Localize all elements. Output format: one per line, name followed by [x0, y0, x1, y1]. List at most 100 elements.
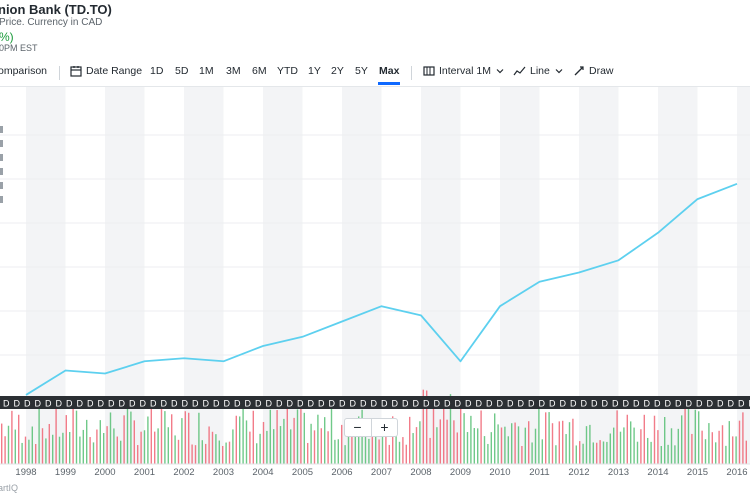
- volume-bar: [7, 425, 10, 464]
- volume-bar: [307, 442, 309, 464]
- range-ytd[interactable]: YTD: [277, 65, 298, 77]
- y-tick-fragment: [0, 154, 3, 161]
- range-1y[interactable]: 1Y: [308, 65, 321, 77]
- range-max[interactable]: Max: [379, 65, 400, 77]
- volume-bar: [419, 421, 421, 464]
- dividend-marker: D: [150, 399, 157, 409]
- dividend-marker: D: [297, 399, 304, 409]
- dividend-marker: D: [213, 399, 220, 409]
- volume-bar: [24, 436, 27, 464]
- range-6m[interactable]: 6M: [252, 65, 267, 77]
- dividend-marker: D: [381, 399, 388, 409]
- draw-button[interactable]: Draw: [573, 65, 614, 77]
- volume-bar: [86, 419, 88, 464]
- volume-bar: [378, 439, 380, 464]
- x-tick-label: 2002: [173, 467, 194, 478]
- volume-bar: [296, 409, 299, 464]
- dividend-marker: D: [455, 399, 462, 409]
- volume-bar: [45, 438, 47, 464]
- dividend-marker: D: [318, 399, 325, 409]
- range-5d[interactable]: 5D: [175, 65, 189, 77]
- volume-bar: [364, 430, 367, 464]
- comparison-label: omparison: [0, 65, 48, 77]
- volume-bar: [18, 414, 20, 464]
- range-3m[interactable]: 3M: [226, 65, 241, 77]
- volume-bar: [358, 416, 360, 464]
- x-tick-label: 2013: [608, 467, 629, 478]
- volume-bar: [582, 443, 584, 464]
- volume-bar: [245, 420, 248, 464]
- volume-bar: [256, 443, 258, 464]
- volume-bar: [286, 407, 288, 464]
- volume-bar: [664, 417, 666, 464]
- volume-bar: [324, 417, 326, 464]
- volume-bar: [347, 425, 350, 464]
- volume-bar: [398, 441, 401, 464]
- volume-bar: [116, 436, 118, 464]
- volume-bar: [745, 440, 747, 464]
- dividend-marker: D: [623, 399, 630, 409]
- volume-bar: [266, 430, 268, 464]
- volume-bar: [262, 421, 265, 464]
- volume-bar: [344, 445, 346, 464]
- volume-bar: [480, 410, 482, 464]
- volume-bar: [674, 445, 676, 464]
- volume-bar: [317, 414, 319, 464]
- volume-bar: [228, 441, 231, 464]
- volume-bar: [269, 409, 271, 464]
- interval-label: Interval 1M: [439, 65, 491, 77]
- volume-bar: [82, 429, 84, 464]
- volume-bar: [320, 428, 322, 464]
- volume-bar: [96, 429, 98, 464]
- volume-bar: [633, 427, 635, 464]
- chart-attribution: artIQ: [0, 483, 19, 493]
- volume-bar: [99, 420, 101, 464]
- y-axis-clipped: [0, 126, 3, 203]
- volume-bar: [721, 425, 724, 464]
- volume-bar: [395, 423, 397, 464]
- volume-bar: [636, 441, 639, 464]
- volume-bar: [215, 434, 217, 464]
- range-5y[interactable]: 5Y: [355, 65, 368, 77]
- volume-bar: [385, 425, 387, 464]
- volume-bar: [708, 423, 710, 464]
- volume-bar: [626, 414, 628, 464]
- volume-bar: [313, 430, 316, 464]
- line-type-dropdown[interactable]: Line: [513, 65, 563, 77]
- volume-bar: [521, 445, 523, 464]
- volume-bar: [500, 427, 503, 464]
- quote-header: nion Bank (TD.TO) Price. Currency in CAD…: [0, 0, 750, 60]
- volume-bar: [123, 415, 125, 464]
- volume-bar: [589, 424, 591, 464]
- dividend-marker: D: [161, 399, 168, 409]
- range-1d[interactable]: 1D: [150, 65, 164, 77]
- volume-bar: [660, 445, 662, 464]
- draw-icon: [574, 66, 584, 76]
- dividend-marker: D: [329, 399, 336, 409]
- dividend-marker: D: [140, 399, 147, 409]
- dividend-marker: D: [539, 399, 546, 409]
- volume-bar: [738, 420, 741, 464]
- volume-bar: [259, 433, 261, 464]
- zoom-out-button[interactable]: −: [353, 419, 362, 435]
- volume-bar: [194, 445, 197, 464]
- volume-bar: [473, 428, 475, 464]
- volume-bar: [89, 437, 91, 464]
- comparison-button[interactable]: omparison: [0, 65, 47, 77]
- volume-bar: [436, 427, 438, 464]
- zoom-in-button[interactable]: +: [371, 419, 397, 436]
- range-1m[interactable]: 1M: [199, 65, 214, 77]
- volume-bar: [701, 430, 703, 464]
- volume-bar: [283, 418, 285, 464]
- y-tick-fragment: [0, 182, 3, 189]
- x-tick-label: 2011: [529, 467, 549, 478]
- volume-bar: [48, 423, 50, 464]
- volume-bar: [670, 428, 673, 464]
- volume-bar: [11, 410, 13, 464]
- interval-dropdown[interactable]: Interval 1M: [423, 65, 504, 77]
- volume-bar: [494, 413, 496, 464]
- range-2y[interactable]: 2Y: [331, 65, 344, 77]
- date-range-button[interactable]: Date Range: [70, 65, 142, 77]
- volume-bar: [497, 424, 499, 464]
